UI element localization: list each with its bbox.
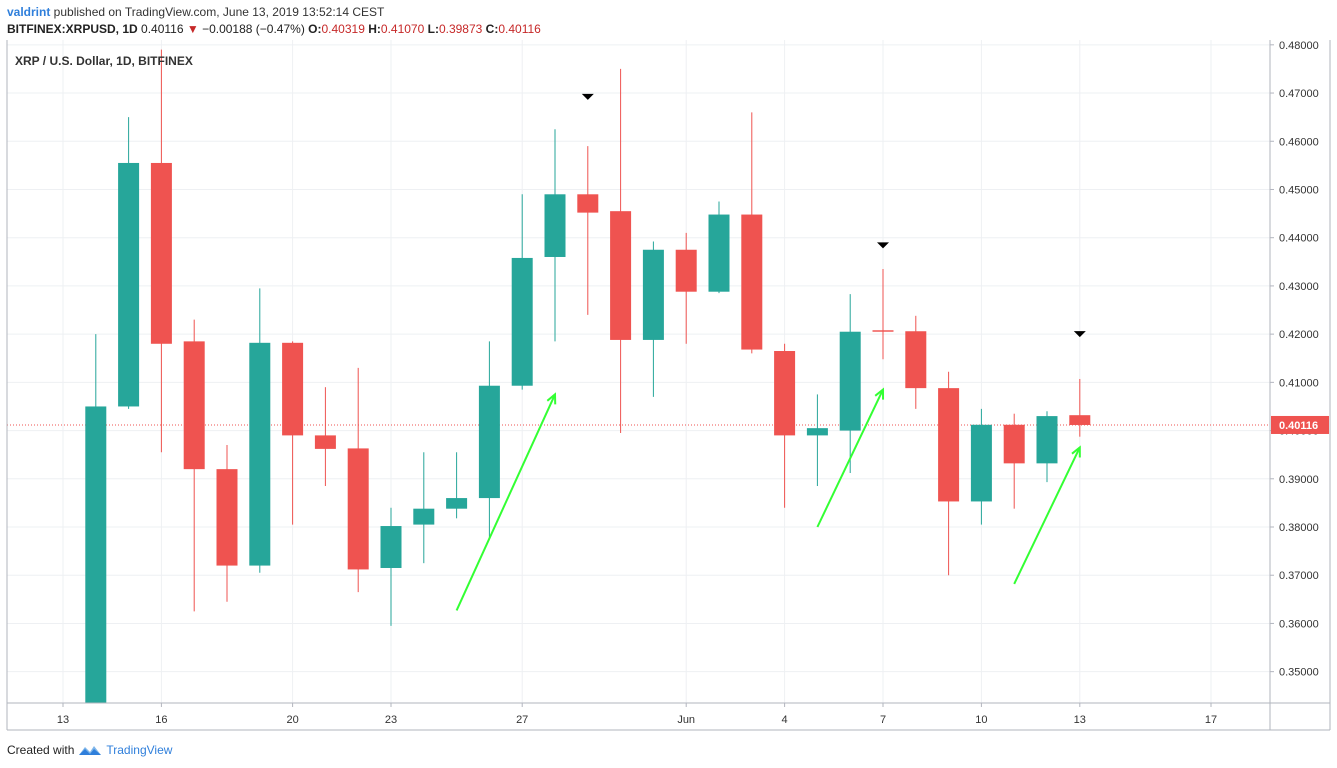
candle-body <box>642 249 664 340</box>
candle-body <box>741 214 763 350</box>
candle-body <box>1036 416 1058 464</box>
symbol-legend: BITFINEX:XRPUSD, 1D 0.40116 ▼ −0.00188 (… <box>7 22 541 36</box>
time-tick-label: Jun <box>677 714 695 726</box>
candle-body <box>85 406 107 703</box>
low-label: L: <box>424 22 439 36</box>
candle-body <box>380 526 402 568</box>
header: valdrint published on TradingView.com, J… <box>0 0 1337 40</box>
trend-arrow-shaft <box>816 389 884 528</box>
candle-body <box>183 341 205 470</box>
trend-arrow-shaft <box>1013 447 1081 585</box>
sell-marker-icon <box>1073 331 1086 338</box>
price-tick-label: 0.43000 <box>1279 281 1319 293</box>
open-label: O: <box>308 22 322 36</box>
time-scale[interactable]: 13 16 20 23 27 Jun 4 7 10 13 17 <box>57 703 1217 726</box>
candle-body <box>118 162 140 407</box>
open-value: 0.40319 <box>321 22 365 36</box>
current-price-label: 0.40116 <box>1279 420 1318 432</box>
candle-body <box>774 351 796 436</box>
price-tick-label: 0.42000 <box>1279 329 1319 341</box>
candle-body <box>938 388 960 502</box>
last-price: 0.40116 <box>137 22 187 36</box>
sell-marker-icon <box>581 93 594 100</box>
time-tick-label: 20 <box>286 714 298 726</box>
candle-body <box>610 211 632 340</box>
trend-arrow-head <box>1071 445 1081 458</box>
time-tick-label: 27 <box>516 714 528 726</box>
candle-body <box>249 342 271 566</box>
price-tick-label: 0.41000 <box>1279 377 1319 389</box>
current-price-tag <box>1271 415 1329 434</box>
candle-body <box>413 508 435 525</box>
price-tick-label: 0.35000 <box>1279 667 1319 679</box>
tradingview-brand-link[interactable]: TradingView <box>106 743 173 757</box>
candle-body <box>1003 424 1025 464</box>
candle-body <box>1069 415 1091 425</box>
candle-body <box>675 249 697 292</box>
price-tick-label: 0.48000 <box>1279 40 1319 52</box>
candle-body <box>478 385 500 499</box>
time-tick-label: 13 <box>57 714 69 726</box>
price-tick-label: 0.45000 <box>1279 184 1319 196</box>
chart-title: XRP / U.S. Dollar, 1D, BITFINEX <box>15 54 193 68</box>
time-tick-label: 7 <box>880 714 886 726</box>
price-tick-label: 0.39000 <box>1279 474 1319 486</box>
price-tick-label: 0.46000 <box>1279 136 1319 148</box>
candle-body <box>806 428 828 436</box>
price-tick-label: 0.37000 <box>1279 570 1319 582</box>
annotation-markers <box>581 93 1086 338</box>
high-label: H: <box>364 22 381 36</box>
trend-arrow-head <box>546 392 557 405</box>
publish-line: valdrint published on TradingView.com, J… <box>7 5 384 19</box>
time-tick-label: 23 <box>385 714 397 726</box>
candle-body <box>314 435 336 449</box>
price-scale[interactable]: 0.350000.360000.370000.380000.390000.400… <box>1270 40 1329 679</box>
author-link[interactable]: valdrint <box>7 5 51 19</box>
price-change: −0.00188 (−0.47%) <box>198 22 309 36</box>
time-tick-label: 17 <box>1205 714 1217 726</box>
time-tick-label: 16 <box>155 714 167 726</box>
time-tick-label: 10 <box>975 714 987 726</box>
price-tick-label: 0.38000 <box>1279 522 1319 534</box>
close-label: C: <box>482 22 499 36</box>
time-tick-label: 13 <box>1074 714 1086 726</box>
candle-body <box>150 162 172 344</box>
candle-body <box>216 469 238 566</box>
candle-body <box>905 331 927 389</box>
low-value: 0.39873 <box>438 22 483 36</box>
candle-group <box>85 49 1091 703</box>
plot-area[interactable] <box>7 40 1270 703</box>
sell-marker-icon <box>877 242 889 249</box>
down-arrow-icon: ▼ <box>186 22 199 36</box>
trend-arrow-shaft <box>455 393 556 611</box>
candle-body <box>839 331 861 431</box>
candle-body <box>708 214 730 292</box>
time-tick-label: 4 <box>782 714 788 726</box>
price-tick-label: 0.47000 <box>1279 88 1319 100</box>
candle-body <box>872 330 894 332</box>
candles <box>85 49 1091 703</box>
trend-arrow-head <box>874 387 885 400</box>
tradingview-logo-icon <box>79 746 102 755</box>
published-text: published on TradingView.com, June 13, 2… <box>50 5 385 19</box>
candle-body <box>970 424 992 502</box>
price-tick-label: 0.36000 <box>1279 618 1319 630</box>
candle-body <box>347 448 369 570</box>
candle-body <box>446 498 468 509</box>
candle-body <box>511 257 533 386</box>
candle-body <box>544 194 566 257</box>
footer: Created with TradingView <box>7 743 172 757</box>
annotation-arrows <box>455 387 1081 611</box>
close-value: 0.40116 <box>498 22 541 36</box>
symbol-name: BITFINEX:XRPUSD, 1D <box>7 22 138 36</box>
price-tick-label: 0.44000 <box>1279 233 1319 245</box>
created-with-text: Created with <box>7 743 75 757</box>
candle-body <box>282 342 304 436</box>
candle-body <box>577 194 599 213</box>
high-value: 0.41070 <box>380 22 425 36</box>
